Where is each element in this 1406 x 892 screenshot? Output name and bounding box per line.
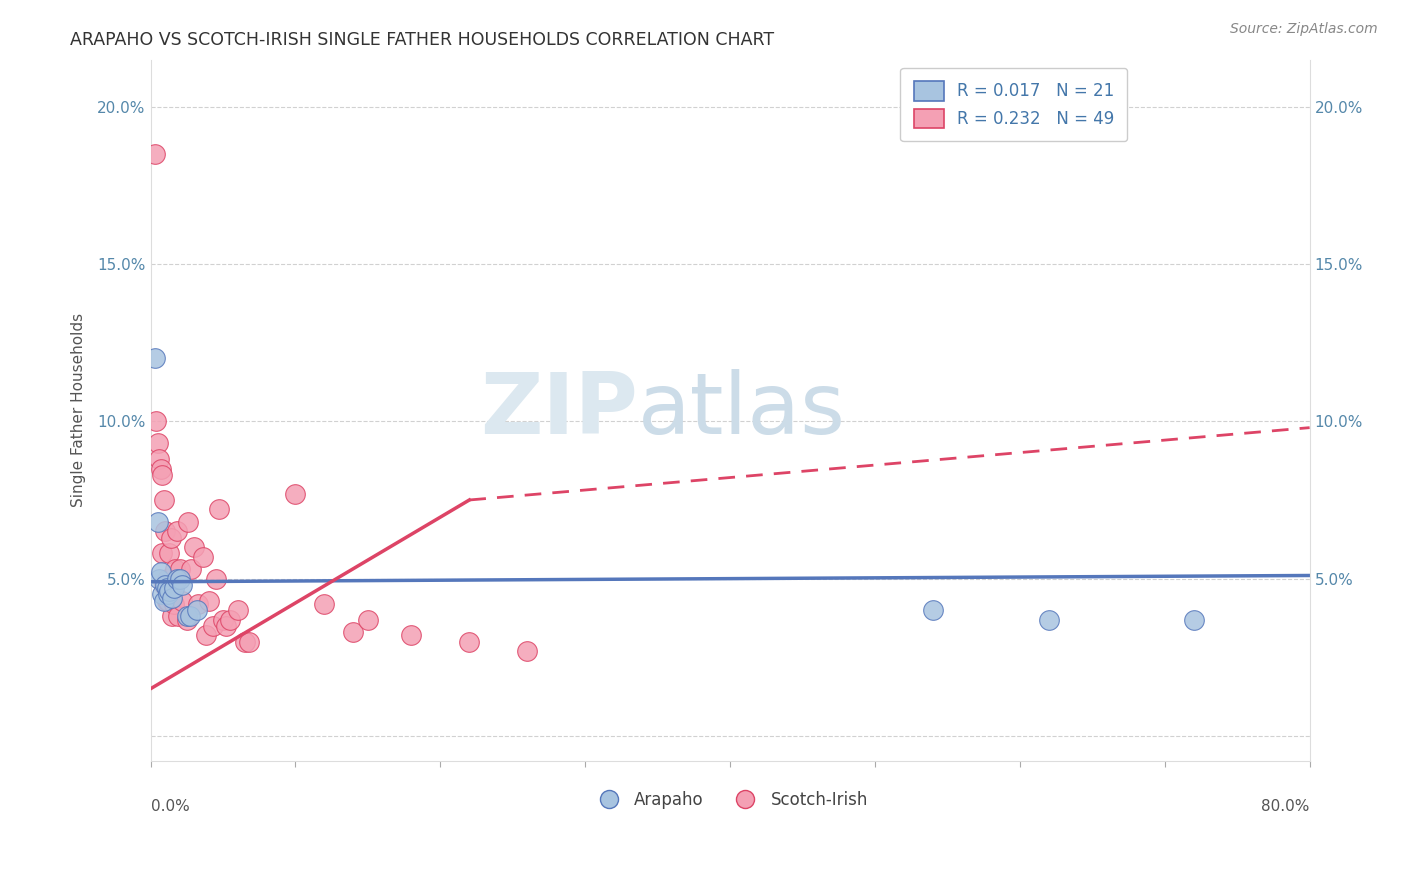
Point (150, 546, 173, 560)
Point (155, 593, 177, 607)
Text: ARAPAHO VS SCOTCH-IRISH SINGLE FATHER HOUSEHOLDS CORRELATION CHART: ARAPAHO VS SCOTCH-IRISH SINGLE FATHER HO… (70, 31, 775, 49)
Point (155, 581, 177, 595)
Point (194, 628, 217, 642)
Point (922, 603, 945, 617)
Text: 80.0%: 80.0% (1261, 799, 1309, 814)
Point (169, 562, 191, 576)
Point (219, 613, 242, 627)
Point (166, 524, 188, 539)
Point (1038, 613, 1060, 627)
Point (143, 147, 166, 161)
Point (357, 613, 380, 627)
Text: ZIP: ZIP (479, 368, 637, 452)
Point (172, 578, 194, 592)
Legend: Arapaho, Scotch-Irish: Arapaho, Scotch-Irish (586, 785, 875, 816)
Point (160, 531, 183, 545)
Point (145, 414, 167, 428)
Point (284, 486, 307, 500)
Point (155, 572, 177, 586)
Point (314, 597, 336, 611)
Point (149, 461, 172, 475)
Point (152, 593, 174, 607)
Point (187, 597, 209, 611)
Point (342, 625, 364, 640)
Point (157, 546, 180, 560)
Point (1182, 613, 1205, 627)
Point (233, 634, 256, 648)
Point (157, 584, 180, 599)
Point (162, 581, 184, 595)
Point (153, 524, 176, 539)
Point (201, 619, 224, 633)
Point (163, 581, 186, 595)
Point (212, 613, 235, 627)
Point (176, 609, 198, 624)
Point (191, 549, 214, 564)
Point (208, 502, 231, 516)
Text: atlas: atlas (637, 368, 845, 452)
Point (148, 572, 170, 586)
Point (152, 578, 174, 592)
Point (146, 515, 169, 529)
Point (176, 613, 198, 627)
Point (238, 634, 260, 648)
Point (167, 609, 190, 624)
Point (162, 609, 184, 624)
Point (150, 467, 173, 482)
Point (146, 436, 169, 450)
Point (156, 593, 179, 607)
Point (458, 634, 481, 648)
Point (163, 597, 186, 611)
Point (166, 572, 188, 586)
Point (516, 644, 538, 658)
Y-axis label: Single Father Households: Single Father Households (72, 313, 86, 508)
Point (156, 578, 179, 592)
Point (215, 619, 238, 633)
Point (150, 587, 173, 601)
Point (153, 578, 176, 592)
Point (149, 566, 172, 580)
Point (165, 562, 187, 576)
Point (177, 515, 200, 529)
Point (180, 562, 202, 576)
Point (197, 593, 219, 607)
Point (156, 587, 179, 601)
Text: Source: ZipAtlas.com: Source: ZipAtlas.com (1230, 22, 1378, 37)
Point (152, 493, 174, 508)
Point (172, 593, 194, 607)
Point (169, 572, 191, 586)
Point (204, 572, 226, 586)
Point (157, 578, 180, 592)
Point (162, 591, 184, 605)
Point (179, 609, 201, 624)
Point (186, 603, 208, 617)
Point (226, 603, 249, 617)
Text: 0.0%: 0.0% (150, 799, 190, 814)
Point (183, 540, 205, 554)
Point (148, 452, 170, 467)
Point (401, 628, 423, 642)
Point (143, 351, 166, 366)
